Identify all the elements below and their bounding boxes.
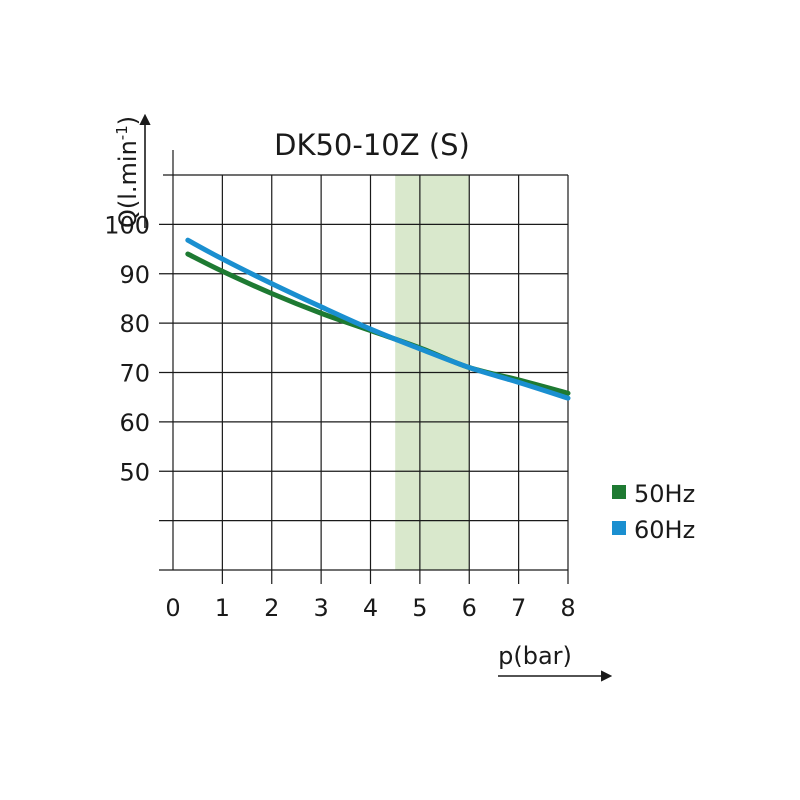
- x-tick-label: 6: [462, 594, 477, 622]
- grid: [159, 150, 569, 584]
- y-tick-label: 80: [119, 310, 150, 338]
- y-tick-label: 50: [119, 458, 150, 486]
- legend: 50Hz 60Hz: [612, 480, 695, 544]
- chart-title: DK50-10Z (S): [274, 128, 470, 162]
- y-tick-label: 60: [119, 409, 150, 437]
- series-layer: [185, 237, 571, 401]
- y-axis-label-close: ): [114, 116, 142, 125]
- legend-swatch-50hz: [612, 485, 626, 499]
- x-tick-label: 5: [412, 594, 427, 622]
- tick-labels: 0 1 2 3 4 5 6 7 8 50 60 70 80 90 100: [104, 211, 575, 622]
- series-line-60hz: [185, 237, 571, 401]
- legend-label-50hz: 50Hz: [634, 480, 695, 508]
- x-tick-label: 2: [264, 594, 279, 622]
- x-tick-label: 4: [363, 594, 378, 622]
- y-tick-label: 70: [119, 360, 150, 388]
- legend-swatch-60hz: [612, 521, 626, 535]
- y-tick-label: 100: [104, 211, 150, 239]
- x-tick-label: 7: [511, 594, 526, 622]
- x-tick-label: 3: [313, 594, 328, 622]
- x-axis-label: p(bar): [498, 642, 572, 670]
- y-tick-label: 90: [119, 261, 150, 289]
- x-tick-label: 1: [215, 594, 230, 622]
- x-tick-label: 8: [560, 594, 575, 622]
- y-axis-label: Q(l.min-1): [113, 116, 142, 228]
- y-axis-label-main: Q(l.min: [114, 140, 142, 228]
- y-axis-label-superscript: -1: [113, 125, 131, 140]
- x-tick-label: 0: [165, 594, 180, 622]
- legend-label-60hz: 60Hz: [634, 516, 695, 544]
